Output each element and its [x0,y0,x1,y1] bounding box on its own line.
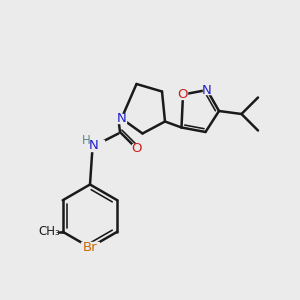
Bar [117,114,126,123]
Text: N: N [202,83,212,97]
Bar [178,90,188,99]
Text: N: N [117,112,126,125]
Bar [38,227,58,237]
Bar [132,144,141,153]
Text: Br: Br [83,241,97,254]
Text: O: O [178,88,188,101]
Text: CH₃: CH₃ [38,225,60,238]
Bar [81,242,99,253]
Bar [202,86,211,94]
Text: H: H [82,134,91,147]
Text: O: O [131,142,142,155]
Text: N: N [89,139,98,152]
Bar [88,140,104,151]
